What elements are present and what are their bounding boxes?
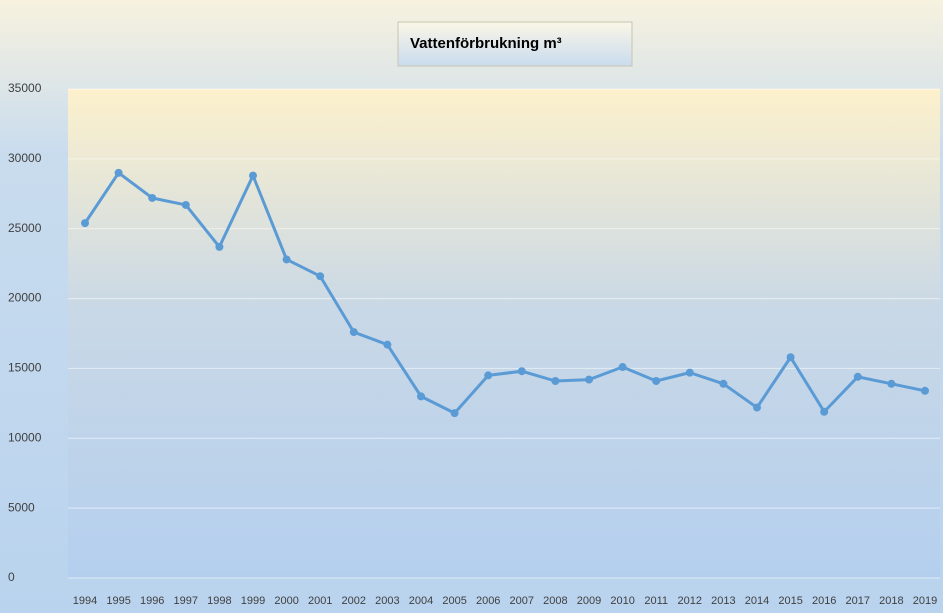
point	[719, 379, 728, 388]
point	[820, 407, 829, 416]
point	[685, 368, 694, 377]
x-tick-label: 2015	[778, 595, 802, 607]
y-tick-label: 10000	[8, 430, 42, 444]
x-tick-label: 1998	[207, 595, 231, 607]
x-tick-label: 2006	[476, 595, 500, 607]
point	[517, 367, 526, 376]
x-tick-label: 2003	[375, 595, 399, 607]
point	[887, 379, 896, 388]
x-tick-label: 2008	[543, 595, 567, 607]
x-tick-label: 1997	[174, 595, 198, 607]
x-tick-label: 2009	[577, 595, 601, 607]
x-tick-label: 2017	[846, 595, 870, 607]
point	[383, 340, 392, 349]
x-tick-label: 2002	[342, 595, 366, 607]
point	[249, 171, 257, 180]
x-tick-label: 2004	[409, 595, 433, 607]
x-tick-label: 1996	[140, 595, 164, 607]
x-tick-label: 1999	[241, 595, 265, 607]
x-tick-label: 2018	[879, 595, 903, 607]
x-tick-label: 2012	[678, 595, 702, 607]
point	[585, 375, 593, 384]
chart-title: Vattenförbrukning m³	[410, 35, 562, 52]
y-tick-label: 30000	[8, 151, 42, 165]
x-tick-label: 2011	[644, 595, 668, 607]
y-tick-label: 15000	[8, 361, 42, 375]
x-tick-label: 2019	[913, 595, 937, 607]
point	[853, 372, 862, 381]
point	[181, 200, 190, 209]
point	[282, 255, 291, 264]
y-tick-label: 25000	[8, 221, 42, 235]
x-tick-label: 2005	[442, 595, 466, 607]
point	[450, 409, 459, 418]
x-tick-label: 2007	[510, 595, 534, 607]
point	[618, 363, 627, 372]
point	[921, 386, 929, 395]
y-tick-label: 0	[8, 570, 15, 584]
x-tick-label: 1995	[106, 595, 130, 607]
point	[786, 353, 795, 362]
point	[349, 328, 358, 337]
x-tick-label: 2016	[812, 595, 836, 607]
y-tick-label: 5000	[8, 500, 35, 514]
y-tick-label: 35000	[8, 81, 42, 95]
x-tick-label: 2001	[308, 595, 332, 607]
x-tick-label: 1994	[73, 595, 97, 607]
plot-area	[68, 89, 940, 578]
x-tick-label: 2014	[745, 595, 769, 607]
point	[148, 193, 157, 202]
point	[316, 272, 325, 281]
point	[215, 242, 224, 251]
title-box	[397, 21, 633, 67]
y-tick-label: 20000	[8, 291, 42, 305]
x-tick-label: 2010	[610, 595, 634, 607]
point	[753, 403, 761, 412]
x-tick-label: 2000	[274, 595, 298, 607]
x-tick-label: 2013	[711, 595, 735, 607]
point	[484, 371, 493, 380]
point	[551, 377, 560, 386]
line	[83, 171, 926, 415]
point	[114, 168, 123, 177]
point	[652, 377, 661, 386]
point	[417, 392, 425, 401]
point	[81, 219, 89, 228]
